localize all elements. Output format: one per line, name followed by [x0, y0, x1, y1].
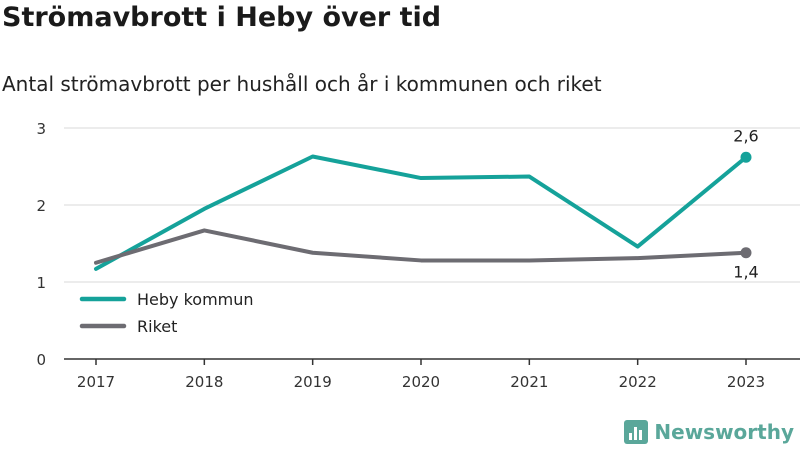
legend-label-1: Riket — [137, 317, 177, 336]
x-tick-label: 2023 — [727, 373, 765, 391]
series-end-point-0 — [740, 151, 752, 163]
series-line-1 — [94, 228, 748, 265]
series-end-label-0: 2,6 — [733, 126, 758, 145]
series-end-label-1: 1,4 — [733, 263, 758, 282]
brand-name: Newsworthy — [654, 420, 794, 444]
legend-label-0: Heby kommun — [137, 290, 254, 309]
series-line-0 — [94, 154, 748, 271]
x-tick-label: 2017 — [77, 373, 115, 391]
x-tick-label: 2022 — [619, 373, 657, 391]
x-tick-label: 2020 — [402, 373, 440, 391]
series-end-point-1 — [740, 247, 752, 259]
x-tick-label: 2018 — [185, 373, 223, 391]
x-tick-label: 2021 — [510, 373, 548, 391]
y-tick-label: 3 — [36, 120, 46, 138]
y-tick-label: 1 — [36, 274, 46, 292]
newsworthy-logo-icon — [624, 420, 649, 444]
page-title: Strömavbrott i Heby över tid — [2, 2, 442, 33]
chart-subtitle: Antal strömavbrott per hushåll och år i … — [2, 72, 602, 96]
brand-logo: Newsworthy — [624, 420, 794, 444]
y-tick-label: 0 — [36, 351, 46, 369]
x-tick-label: 2019 — [294, 373, 332, 391]
y-tick-label: 2 — [36, 197, 46, 215]
